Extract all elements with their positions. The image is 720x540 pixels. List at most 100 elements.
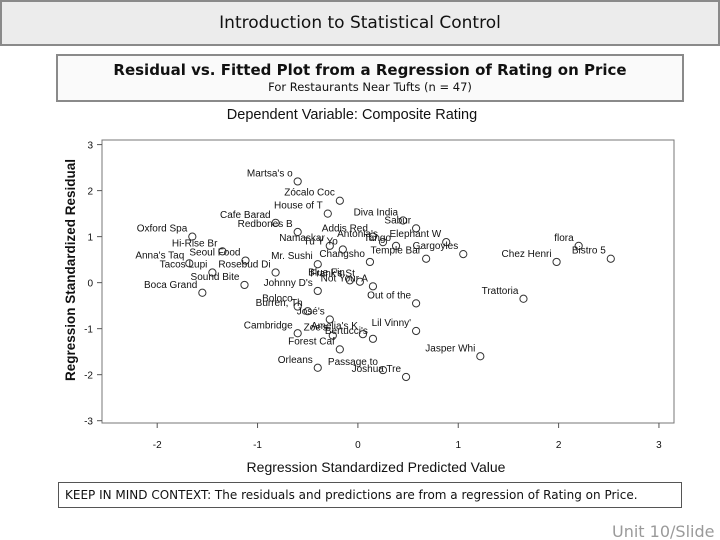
x-tick-label: 0 xyxy=(355,440,361,451)
data-point xyxy=(378,365,388,375)
point-label: Chez Henri xyxy=(502,249,552,260)
point-label: flora xyxy=(554,233,574,244)
data-point xyxy=(303,307,312,316)
x-tick-label: -1 xyxy=(253,440,262,451)
data-point xyxy=(411,326,421,336)
point-label: Sound Bite xyxy=(191,272,240,283)
point-label: Boloco xyxy=(262,294,293,305)
data-point xyxy=(188,232,197,241)
data-point xyxy=(325,241,334,250)
point-label: Gargoyles xyxy=(413,241,459,252)
point-label: Tacos Lupi xyxy=(160,260,208,271)
data-point xyxy=(328,331,337,340)
data-point xyxy=(345,276,354,285)
data-point xyxy=(313,286,322,296)
data-point xyxy=(208,268,217,277)
data-point xyxy=(325,315,334,324)
data-point xyxy=(574,241,583,250)
data-point xyxy=(218,247,227,256)
data-point xyxy=(293,329,302,338)
point-label: Lil Vinny' xyxy=(372,318,412,329)
y-tick-label: -3 xyxy=(84,417,93,428)
data-point xyxy=(365,257,375,267)
point-label: Hi-Rise Br xyxy=(172,238,218,249)
y-tick-label: 1 xyxy=(87,233,93,244)
point-label: Addis Red xyxy=(322,224,368,235)
point-label: Zócalo Coc xyxy=(284,188,335,199)
data-point xyxy=(606,254,615,263)
point-label: Anna's Taq xyxy=(135,250,184,261)
point-label: Amelia's K xyxy=(311,321,358,332)
y-tick-label: 3 xyxy=(87,141,93,152)
x-tick-label: 1 xyxy=(455,440,461,451)
data-point xyxy=(368,282,378,291)
x-tick-label: 2 xyxy=(556,440,562,451)
data-point xyxy=(293,177,302,186)
data-point xyxy=(338,245,347,254)
plot-area-frame xyxy=(101,139,675,424)
data-point xyxy=(271,268,280,277)
point-label: Tu Y Yo xyxy=(304,237,339,248)
point-label: Tango xyxy=(364,233,392,244)
data-point xyxy=(185,259,194,268)
context-note: KEEP IN MIND CONTEXT: The residuals and … xyxy=(58,482,682,508)
y-tick-label: -1 xyxy=(84,325,93,336)
data-point xyxy=(271,218,280,227)
data-point xyxy=(368,334,378,343)
point-label: Oxford Spa xyxy=(137,224,188,235)
y-axis-label: Regression Standardized Residual xyxy=(63,159,78,381)
data-point xyxy=(241,256,250,265)
data-point xyxy=(293,227,302,237)
x-axis-label: Regression Standardized Predicted Value xyxy=(247,459,506,475)
point-label: Mr. Sushi xyxy=(271,251,313,262)
point-label: Temple Bar xyxy=(371,246,422,257)
data-point xyxy=(323,209,332,218)
point-label: Martsa's o xyxy=(247,168,293,179)
point-label: Frank's St xyxy=(310,269,355,280)
data-point xyxy=(368,232,378,241)
point-label: Seoul Food xyxy=(189,248,240,259)
point-label: Cambridge xyxy=(244,320,293,331)
point-label: Zoe's xyxy=(304,323,328,334)
point-label: Boca Grand xyxy=(144,280,197,291)
point-label: Forest Caf xyxy=(288,336,335,347)
data-point xyxy=(552,257,561,267)
y-tick-label: 0 xyxy=(87,279,93,290)
point-label: Blue Fin xyxy=(308,267,345,278)
point-label: Sabur xyxy=(384,215,411,226)
point-label: José's xyxy=(297,306,325,317)
data-point xyxy=(422,254,431,263)
plot-header: Residual vs. Fitted Plot from a Regressi… xyxy=(56,54,684,102)
data-point xyxy=(391,241,401,250)
point-label: Johnny D's xyxy=(264,278,313,289)
plot-subtitle: For Restaurants Near Tufts (n = 47) xyxy=(268,80,472,94)
plot-title: Residual vs. Fitted Plot from a Regressi… xyxy=(113,61,627,79)
data-point xyxy=(293,302,302,311)
slide-footer: Unit 10/Slide xyxy=(612,522,715,540)
point-label: Joshua Tre xyxy=(352,364,402,375)
data-point xyxy=(401,372,411,382)
point-label: Not Your A xyxy=(321,273,369,284)
point-label: Passage to xyxy=(328,357,378,368)
slide-title: Introduction to Statistical Control xyxy=(0,0,720,46)
data-point xyxy=(240,280,249,290)
data-point xyxy=(519,294,528,303)
point-label: Orleans xyxy=(278,355,313,366)
data-point xyxy=(313,260,322,269)
data-point xyxy=(459,250,468,259)
data-point xyxy=(355,277,365,286)
data-point xyxy=(198,288,207,297)
data-point xyxy=(378,238,388,247)
point-label: Redbones B xyxy=(238,219,293,230)
data-point xyxy=(398,216,408,225)
point-label: Out of the xyxy=(367,290,411,301)
point-label: Diva India xyxy=(354,208,399,219)
point-label: Changsho xyxy=(319,249,365,260)
data-point xyxy=(411,224,421,233)
data-point xyxy=(335,196,344,205)
data-point xyxy=(335,345,344,354)
point-label: Bistro 5 xyxy=(572,246,606,257)
data-point xyxy=(313,363,322,372)
y-axis-ticks: 3 2 1 0 -1 -2 -3 xyxy=(84,141,102,428)
point-label: Rosebud Di xyxy=(218,260,270,271)
